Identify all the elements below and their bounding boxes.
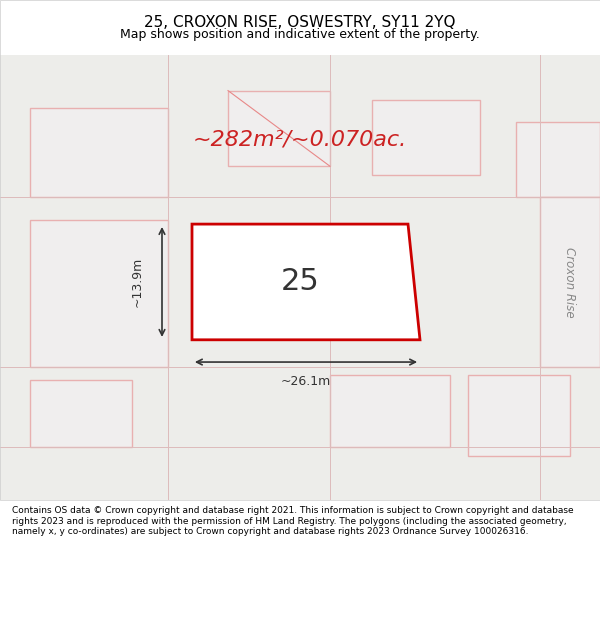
Polygon shape [540,198,600,366]
Polygon shape [30,380,132,447]
Polygon shape [516,122,600,198]
Text: 25, CROXON RISE, OSWESTRY, SY11 2YQ: 25, CROXON RISE, OSWESTRY, SY11 2YQ [144,16,456,31]
Polygon shape [30,219,168,366]
Text: ~26.1m: ~26.1m [281,376,331,388]
Polygon shape [372,99,480,175]
Text: ~13.9m: ~13.9m [131,257,144,307]
Text: Croxon Rise: Croxon Rise [563,247,577,318]
Polygon shape [192,224,420,340]
Text: 25: 25 [281,268,319,296]
Text: ~282m²/~0.070ac.: ~282m²/~0.070ac. [193,129,407,149]
FancyBboxPatch shape [0,55,600,500]
Polygon shape [30,108,168,198]
Text: Contains OS data © Crown copyright and database right 2021. This information is : Contains OS data © Crown copyright and d… [12,506,574,536]
Text: Map shows position and indicative extent of the property.: Map shows position and indicative extent… [120,28,480,41]
Polygon shape [228,91,330,166]
Polygon shape [330,376,450,447]
Polygon shape [468,376,570,456]
